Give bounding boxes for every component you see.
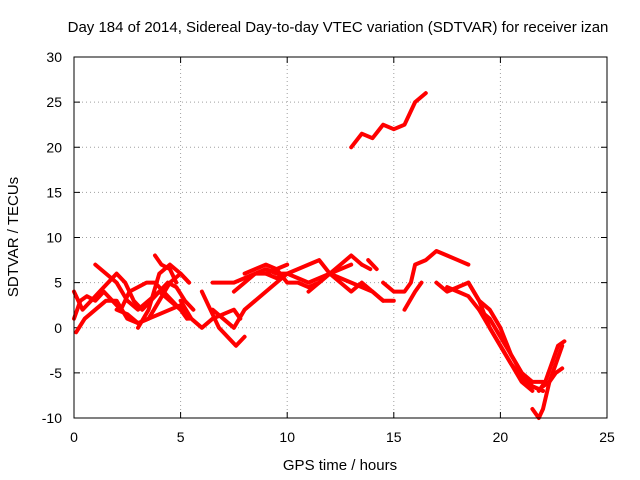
series-line-arc-5 bbox=[114, 271, 192, 326]
series-line-arc-19 bbox=[381, 249, 471, 294]
y-axis-title: SDTVAR / TECUs bbox=[5, 177, 22, 297]
series-line-arc-17 bbox=[359, 262, 373, 272]
y-tick-label: 10 bbox=[46, 230, 62, 246]
series-line-arc-23 bbox=[466, 280, 545, 393]
y-tick-label: 20 bbox=[46, 139, 62, 155]
series-line-arc-13 bbox=[242, 253, 364, 290]
y-tick-label: 15 bbox=[46, 184, 62, 200]
series-line-arc-16 bbox=[349, 91, 428, 150]
series-line-arc-6 bbox=[136, 262, 192, 330]
series-line-arc-7 bbox=[153, 253, 179, 285]
series-line-arc-14 bbox=[263, 258, 386, 303]
y-tick-label: 0 bbox=[54, 320, 62, 336]
series-line-arc-15 bbox=[306, 271, 396, 303]
y-tick-label: -5 bbox=[50, 365, 63, 381]
series-line-arc-2 bbox=[72, 271, 196, 312]
y-tick-label: 30 bbox=[46, 49, 62, 65]
chart-title: Day 184 of 2014, Sidereal Day-to-day VTE… bbox=[68, 19, 609, 36]
series-line-arc-9 bbox=[178, 298, 243, 330]
series-line-arc-8 bbox=[199, 289, 247, 348]
series-line-arc-10 bbox=[210, 271, 290, 330]
x-tick-label: 10 bbox=[279, 429, 295, 445]
x-tick-label: 25 bbox=[599, 429, 615, 445]
series-line-arc-18 bbox=[366, 258, 379, 272]
x-tick-label: 5 bbox=[177, 429, 185, 445]
series-line-arc-4 bbox=[93, 262, 183, 312]
y-tick-label: -10 bbox=[42, 410, 62, 426]
y-tick-label: 25 bbox=[46, 94, 62, 110]
x-tick-label: 15 bbox=[386, 429, 402, 445]
series-line-arc-24 bbox=[477, 307, 545, 393]
y-tick-label: 5 bbox=[54, 275, 62, 291]
plot-frame bbox=[73, 56, 608, 419]
data-series bbox=[72, 91, 567, 420]
series-line-arc-25 bbox=[530, 343, 565, 420]
grid bbox=[74, 57, 607, 418]
x-axis-title: GPS time / hours bbox=[283, 457, 397, 474]
x-tick-label: 0 bbox=[70, 429, 78, 445]
axis-ticks: 0 5 10 15 20 25 -10 -5 0 5 10 15 20 25 30 bbox=[42, 49, 615, 445]
x-tick-label: 20 bbox=[493, 429, 509, 445]
series-line-arc-20 bbox=[402, 280, 424, 312]
series-line-arc-27 bbox=[541, 366, 565, 389]
